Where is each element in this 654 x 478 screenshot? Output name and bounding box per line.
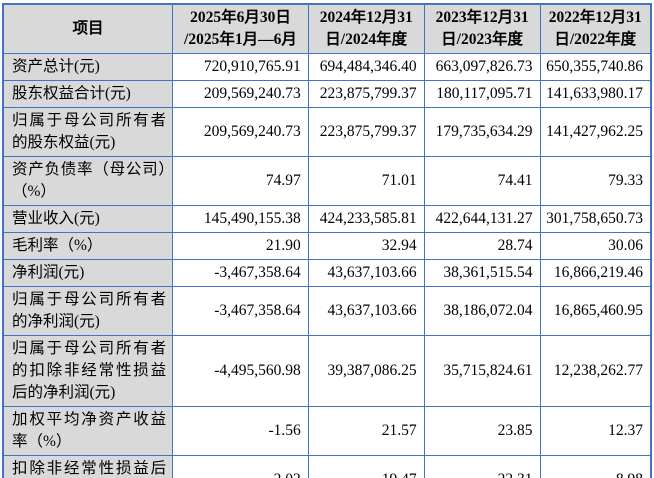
column-header-2022: 2022年12月31 日/2022年度 [539, 3, 652, 54]
cell-value: 23.85 [423, 406, 541, 456]
column-header-2023: 2023年12月31 日/2023年度 [423, 3, 541, 54]
cell-value: 16,866,219.46 [539, 259, 652, 287]
cell-value: 12.37 [539, 406, 652, 456]
table-row-roe-excl-nonrecurring: 扣除非经常性损益后净资产收益率（%） -2.02 19.47 22.31 8.9… [2, 455, 652, 478]
cell-value: 38,186,072.04 [423, 286, 541, 336]
row-label: 净利润(元) [2, 259, 174, 287]
column-header-item: 项目 [2, 3, 174, 54]
column-header-2024: 2024年12月31 日/2024年度 [307, 3, 425, 54]
row-label: 毛利率（%） [2, 232, 174, 260]
cell-value: 663,097,826.73 [423, 53, 541, 81]
table-row-parent-net-profit-excl-nonrecurring: 归属于母公司所有者的扣除非经常性损益后的净利润(元) -4,495,560.98… [2, 335, 652, 407]
row-label: 资产总计(元) [2, 53, 174, 81]
cell-value: 39,387,086.25 [307, 335, 425, 407]
cell-value: 223,875,799.37 [307, 80, 425, 108]
row-label: 股东权益合计(元) [2, 80, 174, 108]
cell-value: 79.33 [539, 156, 652, 206]
cell-value: 141,427,962.25 [539, 107, 652, 157]
cell-value: 16,865,460.95 [539, 286, 652, 336]
cell-value: 180,117,095.71 [423, 80, 541, 108]
cell-value: 209,569,240.73 [172, 107, 309, 157]
cell-value: 38,361,515.54 [423, 259, 541, 287]
cell-value: 28.74 [423, 232, 541, 260]
table-row-parent-equity: 归属于母公司所有者的股东权益(元) 209,569,240.73 223,875… [2, 107, 652, 157]
financial-indicators-table: 项目 2025年6月30日 /2025年1月—6月 2024年12月31 日/2… [2, 3, 652, 478]
row-label: 资产负债率（母公司）（%） [2, 156, 174, 206]
header-row: 项目 2025年6月30日 /2025年1月—6月 2024年12月31 日/2… [2, 3, 652, 54]
table-row-gross-margin: 毛利率（%） 21.90 32.94 28.74 30.06 [2, 232, 652, 260]
cell-value: -2.02 [172, 455, 309, 478]
cell-value: 650,355,740.86 [539, 53, 652, 81]
cell-value: 32.94 [307, 232, 425, 260]
cell-value: 35,715,824.61 [423, 335, 541, 407]
cell-value: 22.31 [423, 455, 541, 478]
table-row-weighted-avg-roe: 加权平均净资产收益率（%） -1.56 21.57 23.85 12.37 [2, 406, 652, 456]
cell-value: 301,758,650.73 [539, 205, 652, 233]
cell-value: -3,467,358.64 [172, 259, 309, 287]
column-header-2025: 2025年6月30日 /2025年1月—6月 [172, 3, 309, 54]
cell-value: 12,238,262.77 [539, 335, 652, 407]
cell-value: 141,633,980.17 [539, 80, 652, 108]
table-row-parent-net-profit: 归属于母公司所有者的净利润(元) -3,467,358.64 43,637,10… [2, 286, 652, 336]
table-row-net-profit: 净利润(元) -3,467,358.64 43,637,103.66 38,36… [2, 259, 652, 287]
cell-value: 209,569,240.73 [172, 80, 309, 108]
row-label: 营业收入(元) [2, 205, 174, 233]
cell-value: 43,637,103.66 [307, 259, 425, 287]
table-row-debt-ratio: 资产负债率（母公司）（%） 74.97 71.01 74.41 79.33 [2, 156, 652, 206]
cell-value: -4,495,560.98 [172, 335, 309, 407]
row-label: 加权平均净资产收益率（%） [2, 406, 174, 456]
cell-value: 720,910,765.91 [172, 53, 309, 81]
cell-value: 694,484,346.40 [307, 53, 425, 81]
cell-value: 74.41 [423, 156, 541, 206]
cell-value: 424,233,585.81 [307, 205, 425, 233]
table-row-total-assets: 资产总计(元) 720,910,765.91 694,484,346.40 66… [2, 53, 652, 81]
cell-value: 422,644,131.27 [423, 205, 541, 233]
cell-value: 71.01 [307, 156, 425, 206]
row-label: 扣除非经常性损益后净资产收益率（%） [2, 455, 174, 478]
table-row-total-equity: 股东权益合计(元) 209,569,240.73 223,875,799.37 … [2, 80, 652, 108]
cell-value: -3,467,358.64 [172, 286, 309, 336]
table-row-revenue: 营业收入(元) 145,490,155.38 424,233,585.81 42… [2, 205, 652, 233]
cell-value: 8.98 [539, 455, 652, 478]
cell-value: 223,875,799.37 [307, 107, 425, 157]
cell-value: 74.97 [172, 156, 309, 206]
cell-value: 145,490,155.38 [172, 205, 309, 233]
cell-value: 21.90 [172, 232, 309, 260]
cell-value: -1.56 [172, 406, 309, 456]
row-label: 归属于母公司所有者的股东权益(元) [2, 107, 174, 157]
row-label: 归属于母公司所有者的净利润(元) [2, 286, 174, 336]
cell-value: 19.47 [307, 455, 425, 478]
cell-value: 30.06 [539, 232, 652, 260]
row-label: 归属于母公司所有者的扣除非经常性损益后的净利润(元) [2, 335, 174, 407]
cell-value: 179,735,634.29 [423, 107, 541, 157]
cell-value: 43,637,103.66 [307, 286, 425, 336]
cell-value: 21.57 [307, 406, 425, 456]
